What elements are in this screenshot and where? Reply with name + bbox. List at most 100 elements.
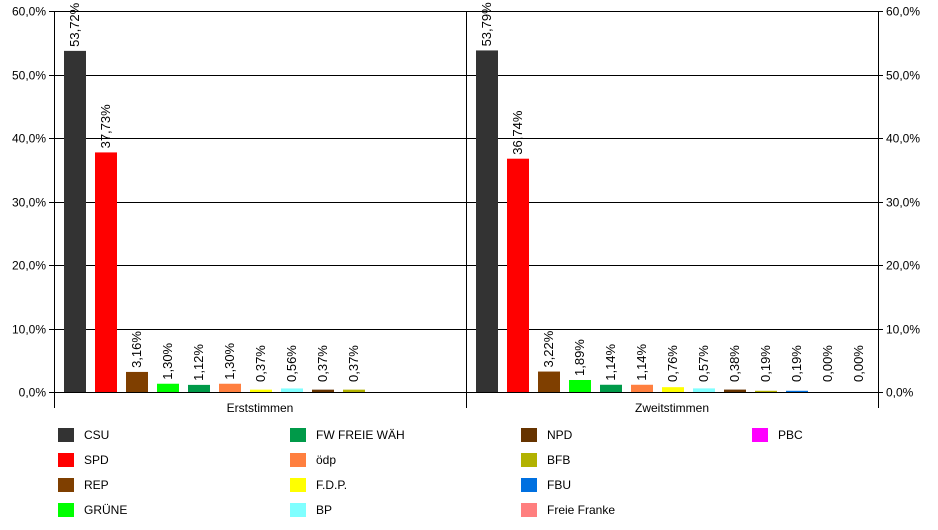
data-label: 0,19%: [758, 345, 773, 382]
data-label: 0,37%: [315, 345, 330, 382]
data-label: 3,16%: [129, 331, 144, 368]
legend-swatch: [521, 503, 537, 517]
bar-gr-ne: [157, 383, 179, 392]
bar--dp: [631, 384, 653, 392]
legend-label: Freie Franke: [547, 503, 616, 517]
bar-npd: [724, 389, 746, 392]
data-label: 1,30%: [160, 342, 175, 379]
data-label: 1,14%: [603, 343, 618, 380]
legend-swatch: [58, 428, 74, 442]
bar-f-d-p-: [250, 389, 272, 392]
data-label: 0,76%: [665, 345, 680, 382]
bar--dp: [219, 383, 241, 392]
axes: [49, 11, 883, 408]
legend-item: SPD: [58, 451, 109, 469]
data-label: 0,37%: [253, 345, 268, 382]
legend-item: NPD: [521, 426, 572, 444]
bar-bfb: [755, 390, 777, 392]
y-tick-label-right: 50,0%: [886, 69, 920, 83]
legend-item: FW FREIE WÄH: [290, 426, 405, 444]
legend: CSU SPD REP GRÜNE FW FREIE WÄH ödp F.D.P. BP NPD…: [58, 424, 918, 524]
data-label: 3,22%: [541, 330, 556, 367]
legend-item: Freie Franke: [521, 501, 615, 519]
legend-label: BFB: [547, 453, 571, 467]
legend-label: FW FREIE WÄH: [316, 428, 405, 442]
bar-bp: [693, 388, 715, 392]
y-tick-label-left: 0,0%: [19, 386, 47, 400]
legend-swatch: [521, 478, 537, 492]
y-tick-label-left: 30,0%: [12, 196, 46, 210]
data-label: 1,89%: [572, 339, 587, 376]
legend-label: GRÜNE: [84, 503, 128, 517]
data-label: 0,19%: [789, 345, 804, 382]
bar-gr-ne: [569, 379, 591, 392]
y-tick-label-left: 20,0%: [12, 259, 46, 273]
legend-label: BP: [316, 503, 333, 517]
y-tick-label-right: 10,0%: [886, 323, 920, 337]
legend-label: ödp: [316, 453, 337, 467]
bar-spd: [95, 152, 117, 392]
data-label: 1,12%: [191, 344, 206, 381]
legend-label: F.D.P.: [316, 478, 348, 492]
y-tick-label-right: 0,0%: [886, 386, 914, 400]
legend-swatch: [290, 453, 306, 467]
bar-csu: [64, 50, 86, 393]
data-label: 36,74%: [510, 110, 525, 155]
data-label: 53,79%: [479, 2, 494, 47]
data-label: 1,30%: [222, 342, 237, 379]
bar-spd: [507, 158, 529, 392]
data-label: 0,56%: [284, 345, 299, 382]
category-label: Erststimmen: [227, 401, 294, 415]
data-label: 0,57%: [696, 345, 711, 382]
legend-swatch: [58, 478, 74, 492]
data-label: 1,14%: [634, 343, 649, 380]
legend-item: CSU: [58, 426, 109, 444]
category-label: Zweitstimmen: [635, 401, 709, 415]
data-label: 0,00%: [820, 345, 835, 382]
legend-swatch: [521, 453, 537, 467]
bar-csu: [476, 50, 498, 392]
legend-label: NPD: [547, 428, 573, 442]
y-tick-label-right: 20,0%: [886, 259, 920, 273]
bar-fw-freie-w-h: [600, 384, 622, 392]
legend-item: ödp: [290, 451, 336, 469]
legend-item: GRÜNE: [58, 501, 127, 519]
legend-swatch: [752, 428, 768, 442]
y-tick-label-left: 40,0%: [12, 132, 46, 146]
legend-swatch: [290, 503, 306, 517]
bars-group: [64, 50, 808, 393]
legend-swatch: [521, 428, 537, 442]
bar-rep: [538, 371, 560, 392]
bar-bp: [281, 388, 303, 392]
category-labels: Erststimmen Zweitstimmen: [227, 401, 709, 415]
y-tick-label-left: 60,0%: [12, 5, 46, 19]
legend-label: PBC: [778, 428, 803, 442]
legend-item: PBC: [752, 426, 803, 444]
y-tick-label-right: 30,0%: [886, 196, 920, 210]
bar-f-d-p-: [662, 387, 684, 392]
data-label: 53,72%: [67, 2, 82, 47]
legend-label: CSU: [84, 428, 110, 442]
bar-fw-freie-w-h: [188, 384, 210, 392]
legend-item: BP: [290, 501, 332, 519]
bar-rep: [126, 371, 148, 392]
legend-swatch: [58, 503, 74, 517]
legend-item: BFB: [521, 451, 570, 469]
legend-label: REP: [84, 478, 109, 492]
data-label: 0,38%: [727, 345, 742, 382]
y-tick-label-left: 50,0%: [12, 69, 46, 83]
data-label: 0,37%: [346, 345, 361, 382]
data-label: 37,73%: [98, 104, 113, 149]
legend-swatch: [290, 478, 306, 492]
y-tick-label-right: 60,0%: [886, 5, 920, 19]
legend-swatch: [58, 453, 74, 467]
bar-npd: [312, 389, 334, 392]
bar-bfb: [343, 389, 365, 392]
data-label: 0,00%: [851, 345, 866, 382]
legend-item: F.D.P.: [290, 476, 347, 494]
bar-chart: 0,0% 0,0% 10,0% 10,0% 20,0% 20,0% 30,0% 30,0% 40…: [12, 2, 920, 415]
y-tick-label-left: 10,0%: [12, 323, 46, 337]
tick-labels: 0,0% 0,0% 10,0% 10,0% 20,0% 20,0% 30,0% 30,0% 40…: [12, 5, 920, 400]
legend-item: FBU: [521, 476, 571, 494]
bar-fbu: [786, 390, 808, 392]
